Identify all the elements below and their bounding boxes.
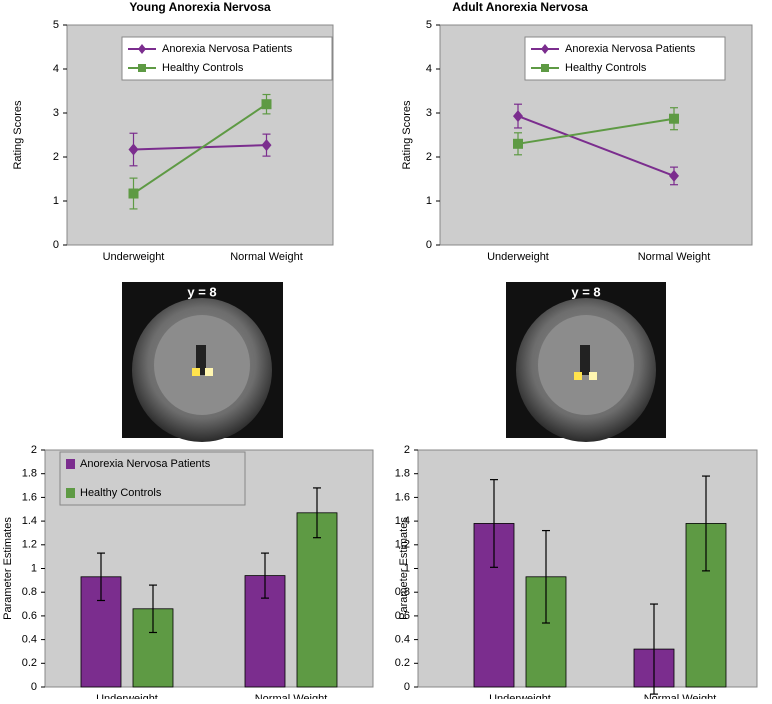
x-tick-label: Underweight [487, 251, 549, 263]
legend: Anorexia Nervosa Patients Healthy Control… [59, 451, 246, 506]
point [513, 138, 523, 149]
legend-label: Anorexia Nervosa Patients [162, 43, 293, 55]
chart: Parameter Estimates 0 0.2 0.4 0.6 0.8 1 1.2 1.4 1… [395, 444, 758, 704]
y-tick-label: 1.6 [395, 491, 410, 503]
legend-box [121, 36, 333, 81]
y-tick-label: 0 [404, 681, 410, 693]
y-tick-label: 1 [426, 195, 432, 207]
x-tick-label: Normal Weight [644, 693, 717, 699]
y-tick-label: 0 [426, 239, 432, 251]
bar [296, 512, 338, 688]
y-tick-label: 0 [31, 681, 37, 693]
slice-label: y = 8 [187, 284, 216, 299]
legend-label: Healthy Controls [565, 62, 647, 74]
series-line [517, 115, 675, 177]
legend-marker [138, 64, 146, 72]
y-axis-label: Parameter Estimates [398, 517, 410, 620]
series-line [132, 103, 268, 195]
x-tick-label: Underweight [103, 251, 165, 263]
series-line [133, 144, 267, 151]
x-tick-label: Normal Weight [638, 251, 711, 263]
series-line [517, 117, 675, 145]
brain-image: y = 8 [506, 282, 666, 442]
x-tick-label: Underweight [96, 693, 158, 699]
legend-marker [541, 64, 549, 72]
y-tick-label: 1.4 [22, 515, 37, 527]
y-axis-label: Rating Scores [401, 100, 413, 170]
legend-marker [138, 44, 146, 54]
legend-swatch [66, 488, 75, 498]
legend-box [524, 36, 726, 81]
y-axis-label: Parameter Estimates [2, 517, 14, 620]
y-tick-label: 5 [426, 19, 432, 31]
y-tick-label: 0.6 [22, 610, 37, 622]
y-tick-label: 1 [31, 562, 37, 574]
y-tick-label: 2 [426, 151, 432, 163]
legend-label: Anorexia Nervosa Patients [565, 43, 696, 55]
chart: Young Anorexia Nervosa Rating Scores 0 1 2 3 4… [12, 0, 334, 263]
y-tick-label: 0.6 [395, 610, 410, 622]
legend-swatch [66, 459, 75, 469]
legend-marker [541, 44, 549, 54]
legend-label: Anorexia Nervosa Patients [80, 458, 211, 470]
y-tick-label: 2 [53, 151, 59, 163]
point [669, 169, 679, 182]
y-tick-label: 1.4 [395, 515, 410, 527]
bar [473, 523, 515, 688]
legend-label: Healthy Controls [80, 487, 162, 499]
legend: Anorexia Nervosa Patients Healthy Control… [121, 36, 333, 81]
x-tick-label: Normal Weight [255, 693, 328, 699]
y-tick-label: 0.4 [395, 634, 410, 646]
y-tick-label: 5 [53, 19, 59, 31]
chart-title: Young Anorexia Nervosa [129, 0, 271, 14]
point [261, 99, 272, 110]
y-axis-label: Rating Scores [12, 100, 24, 170]
y-tick-label: 3 [426, 107, 432, 119]
y-tick-label: 1.8 [395, 468, 410, 480]
point [513, 110, 523, 123]
y-tick-label: 1.2 [395, 539, 410, 551]
y-tick-label: 4 [426, 63, 432, 75]
point [669, 113, 679, 124]
point [128, 143, 139, 156]
y-tick-label: 1 [53, 195, 59, 207]
y-tick-label: 2 [31, 444, 37, 456]
chart: Parameter Estimates 0 0.2 0.4 0.6 0.8 1 1.2 1.4 1… [2, 444, 374, 704]
slice-label: y = 8 [571, 284, 600, 299]
legend-label: Healthy Controls [162, 62, 244, 74]
y-tick-label: 4 [53, 63, 59, 75]
legend-box [59, 451, 246, 506]
x-tick-label: Underweight [489, 693, 551, 699]
y-tick-label: 0 [53, 239, 59, 251]
brain-image: y = 8 [122, 282, 283, 442]
y-tick-label: 1 [404, 562, 410, 574]
chart: Adult Anorexia Nervosa Rating Scores 0 1 2 3 4… [401, 0, 753, 263]
legend: Anorexia Nervosa Patients Healthy Control… [524, 36, 726, 81]
y-tick-label: 3 [53, 107, 59, 119]
y-tick-label: 2 [404, 444, 410, 456]
y-tick-label: 1.2 [22, 539, 37, 551]
chart-title: Adult Anorexia Nervosa [452, 0, 588, 14]
y-tick-label: 0.8 [22, 586, 37, 598]
point [261, 139, 272, 152]
y-tick-label: 0.2 [22, 657, 37, 669]
y-tick-label: 1.6 [22, 491, 37, 503]
y-tick-label: 1.8 [22, 468, 37, 480]
x-tick-label: Normal Weight [230, 251, 303, 263]
point [128, 188, 139, 199]
y-tick-label: 0.4 [22, 634, 37, 646]
y-tick-label: 0.8 [395, 586, 410, 598]
y-tick-label: 0.2 [395, 657, 410, 669]
